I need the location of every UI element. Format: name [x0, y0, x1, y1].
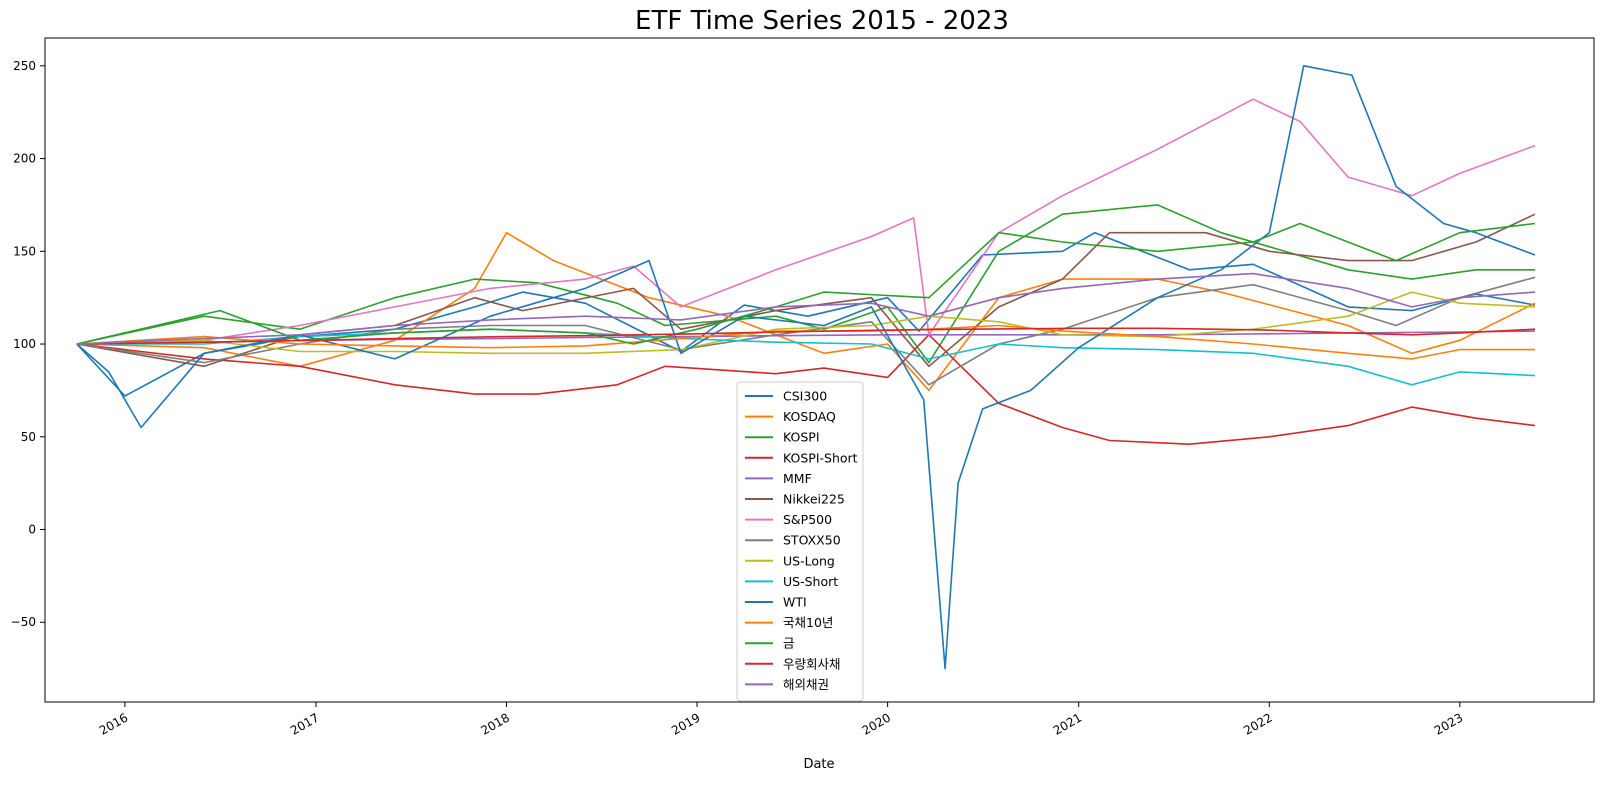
legend-label: MMF — [783, 471, 812, 486]
series-line-2 — [76, 204, 1535, 364]
x-axis-label: Date — [803, 757, 834, 772]
series-line-8 — [76, 291, 1536, 355]
legend-label: 해외채권 — [783, 677, 829, 692]
x-tick-label: 2020 — [860, 710, 893, 737]
series-line-0 — [76, 231, 1536, 397]
x-tick-label: 2016 — [97, 710, 130, 737]
y-tick-label: 200 — [13, 152, 36, 166]
x-tick-label: 2022 — [1241, 710, 1274, 737]
series-line-12 — [76, 222, 1536, 345]
legend-label: US-Short — [783, 574, 838, 589]
legend-label: 우량회사채 — [783, 656, 841, 671]
series-line-10 — [76, 65, 1536, 670]
legend-label: KOSDAQ — [783, 409, 836, 424]
legend-box — [736, 381, 864, 702]
legend-label: STOXX50 — [783, 533, 841, 548]
y-axis: −50 0 50 100 150 200 250 — [11, 59, 45, 629]
legend-label: WTI — [783, 595, 807, 610]
x-tick-label: 2018 — [479, 710, 512, 737]
legend-label: 국채10년 — [783, 615, 833, 630]
x-tick-label: 2019 — [669, 710, 702, 737]
x-axis: 2016 2017 2018 2019 2020 2021 2022 2023 — [97, 702, 1465, 738]
series-line-3 — [76, 334, 1536, 445]
series-line-13 — [76, 327, 1536, 345]
series-line-6 — [76, 98, 1536, 345]
legend-label: KOSPI-Short — [783, 450, 858, 465]
legend: CSI300 KOSDAQ KOSPI KOSPI-Short MMF Nikkei225… — [736, 381, 864, 702]
y-tick-label: 100 — [13, 337, 36, 351]
series-line-14 — [76, 272, 1536, 345]
series-line-5 — [76, 213, 1536, 368]
x-tick-label: 2021 — [1051, 710, 1084, 737]
chart-title: ETF Time Series 2015 - 2023 — [635, 6, 1009, 36]
x-tick-label: 2023 — [1432, 710, 1465, 737]
series-layer — [76, 65, 1536, 670]
y-tick-label: 250 — [13, 59, 36, 73]
y-tick-label: −50 — [11, 615, 36, 629]
x-tick-label: 2017 — [288, 710, 321, 737]
legend-label: KOSPI — [783, 430, 820, 445]
legend-label: S&P500 — [783, 512, 832, 527]
y-tick-label: 150 — [13, 244, 36, 258]
legend-label: US-Long — [783, 553, 835, 568]
legend-label: CSI300 — [783, 389, 827, 404]
y-tick-label: 0 — [28, 523, 36, 537]
y-tick-label: 50 — [21, 430, 36, 444]
legend-label: Nikkei225 — [783, 492, 845, 507]
plot-frame — [44, 37, 1595, 703]
legend-label: 금 — [783, 636, 795, 651]
